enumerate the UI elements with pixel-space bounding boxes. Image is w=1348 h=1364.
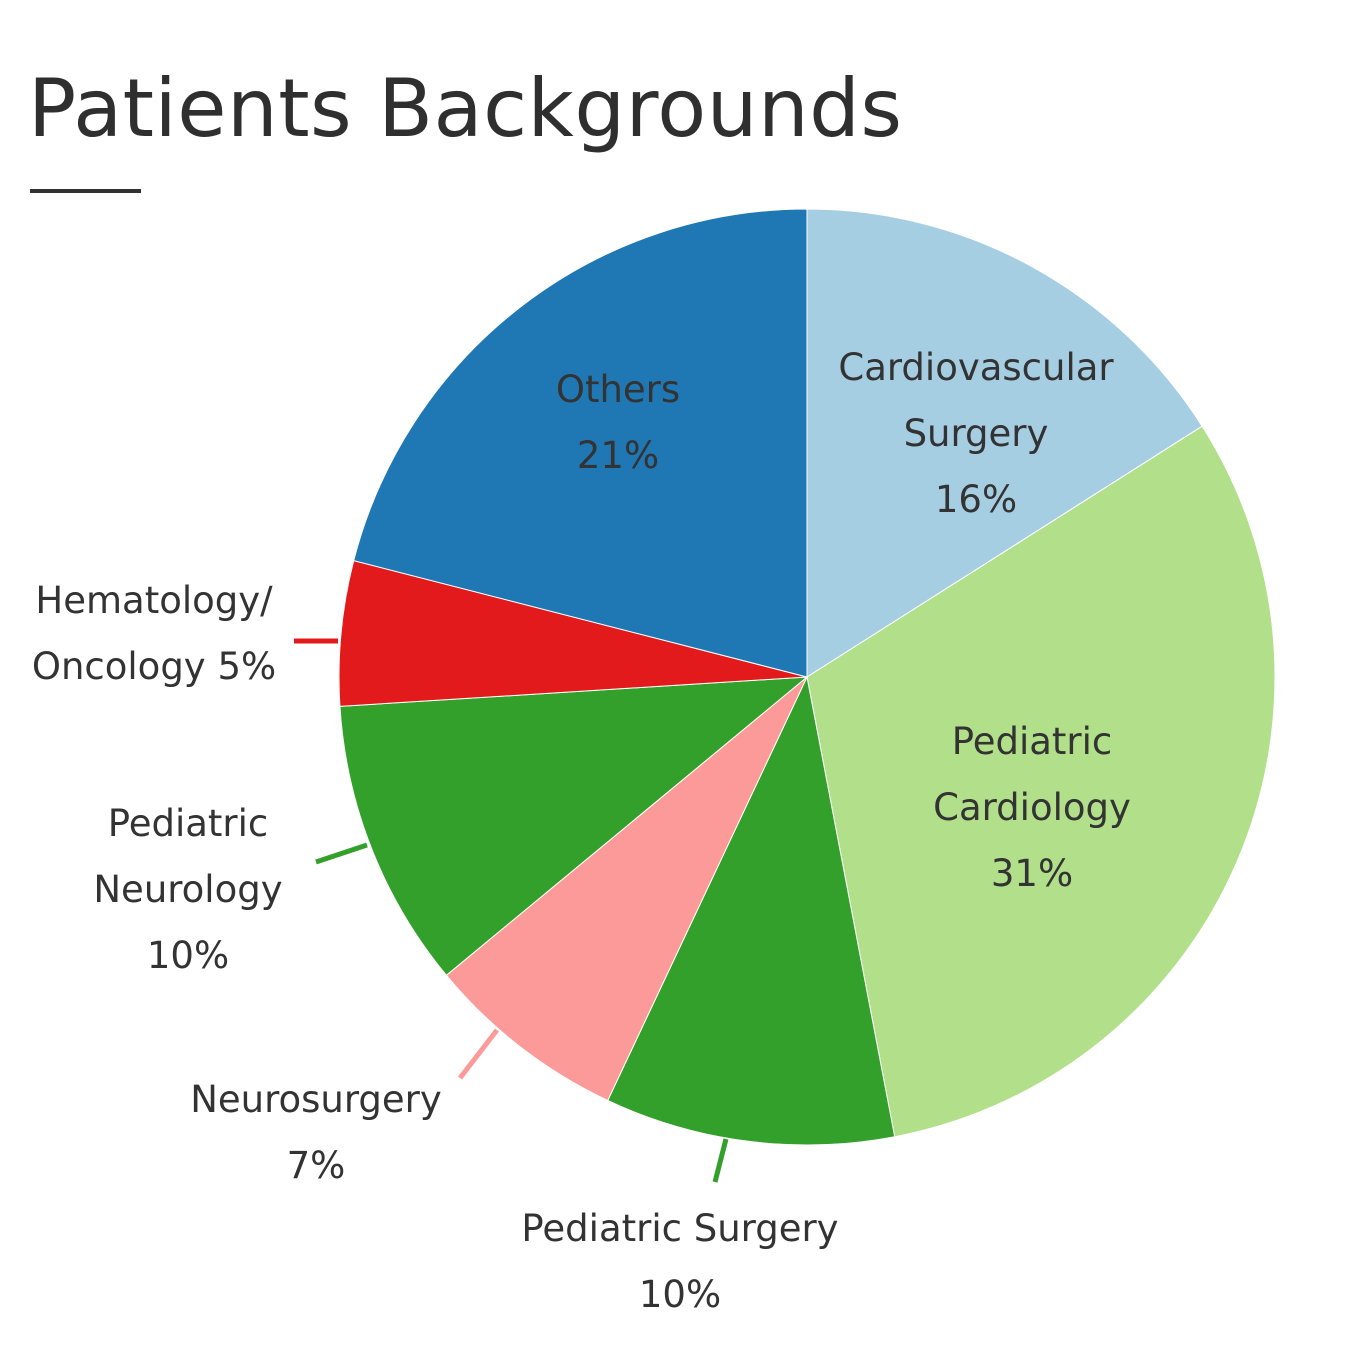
- slice-label-line: 10%: [639, 1273, 721, 1316]
- pie-labels: Cardiovascular Surgery 16% Pediatric Cardiol…: [32, 346, 1131, 1316]
- pie-slice-pediatric-neurology: [339, 676, 809, 977]
- slice-label-line: Neurosurgery: [190, 1078, 442, 1121]
- slice-label-line: Hematology/: [35, 579, 273, 622]
- pie-slice-hematology-oncology: [338, 560, 808, 707]
- leader-line-pediatric-surgery: [712, 1138, 729, 1183]
- slice-label-line: Oncology 5%: [32, 645, 276, 688]
- pie-slice-others: [353, 208, 808, 678]
- slice-label-line: Others: [556, 368, 680, 411]
- slice-label-line: Pediatric: [108, 802, 269, 845]
- slice-label-line: 21%: [577, 434, 659, 477]
- slice-label-line: Neurology: [93, 868, 282, 911]
- leader-line-neurosurgery: [458, 1028, 499, 1080]
- leader-line-pediatric-neurology: [315, 842, 368, 865]
- pie-slices: [338, 208, 1276, 1146]
- pie-slice-pediatric-surgery: [607, 675, 896, 1146]
- slice-label-others: Others 21%: [556, 368, 680, 477]
- slice-label-line: 10%: [147, 934, 229, 977]
- slice-label-line: Pediatric: [952, 720, 1113, 763]
- slice-label-line: 7%: [287, 1144, 346, 1187]
- pie-slice-pediatric-cardiology: [806, 425, 1276, 1138]
- slice-label-line: Surgery: [904, 412, 1049, 455]
- slice-label-line: Cardiovascular: [838, 346, 1114, 389]
- slice-label-pediatric-neurology: Pediatric Neurology 10%: [93, 802, 282, 977]
- pie-slice-neurosurgery: [445, 676, 808, 1102]
- slice-label-neurosurgery: Neurosurgery 7%: [190, 1078, 442, 1187]
- slice-label-pediatric-cardiology: Pediatric Cardiology 31%: [933, 720, 1131, 895]
- slice-label-line: Cardiology: [933, 786, 1131, 829]
- slice-label-pediatric-surgery: Pediatric Surgery 10%: [521, 1207, 838, 1316]
- title-underline: [30, 189, 141, 193]
- slice-label-line: Pediatric Surgery: [521, 1207, 838, 1250]
- slice-label-line: 31%: [991, 852, 1073, 895]
- slice-label-hematology-oncology: Hematology/Oncology 5%: [32, 579, 276, 688]
- pie-slice-cardiovascular-surgery: [806, 208, 1203, 678]
- slice-label-line: 16%: [935, 478, 1017, 521]
- slice-label-cardiovascular-surgery: Cardiovascular Surgery 16%: [838, 346, 1114, 521]
- chart-title: Patients Backgrounds: [28, 62, 903, 155]
